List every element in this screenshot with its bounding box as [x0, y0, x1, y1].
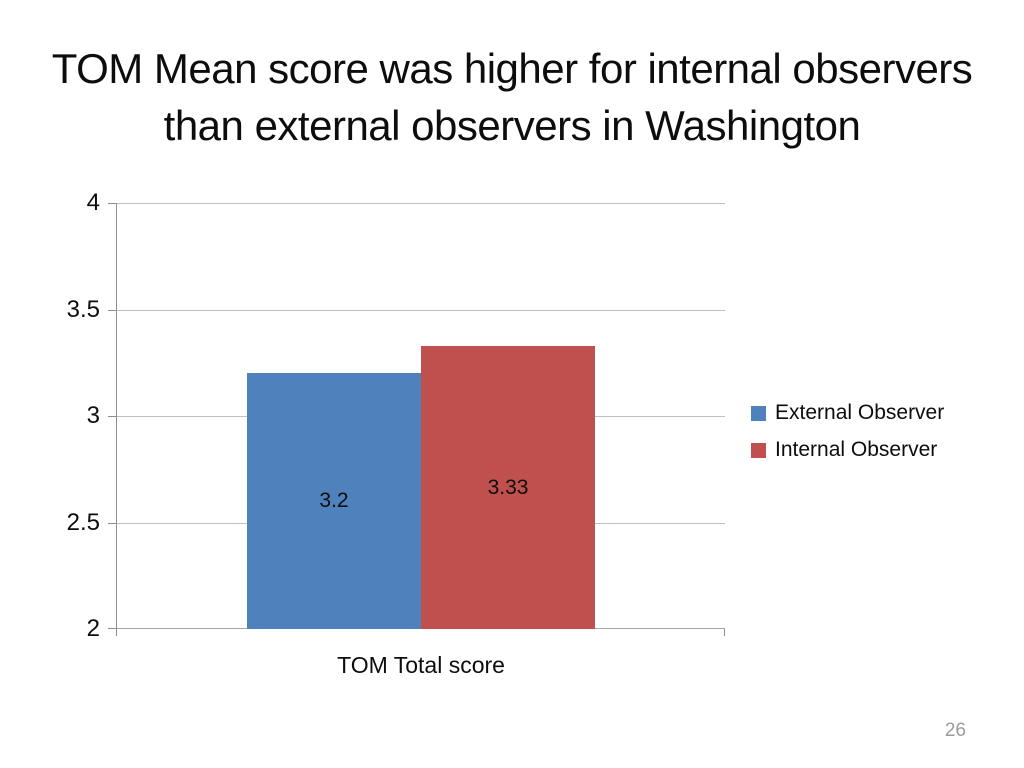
y-axis-tick-label-3: 3 [86, 402, 100, 429]
gridline-3.5 [117, 310, 725, 311]
gridline-4 [117, 203, 725, 204]
category-axis-end-tick [724, 629, 725, 636]
y-axis-tick-label-2: 2 [86, 615, 100, 642]
y-axis-tick-2.5 [108, 523, 117, 524]
y-axis-tick-label-4: 4 [86, 189, 100, 216]
bar-internal-observer [421, 346, 595, 629]
legend-label-internal-observer: Internal Observer [775, 438, 938, 461]
slide-title-line-1: TOM Mean score was higher for internal o… [51, 45, 973, 92]
y-axis-tick-2 [108, 628, 117, 629]
data-label-internal-observer: 3.33 [487, 476, 529, 499]
y-axis-tick-label-3.5: 3.5 [66, 296, 100, 323]
y-axis-tick-4 [108, 203, 117, 204]
y-axis-tick-3.5 [108, 310, 117, 311]
plot-area: 3.2 3.33 [108, 203, 725, 636]
chart-legend: External Observer Internal Observer [751, 398, 944, 465]
category-axis-label: TOM Total score [337, 652, 505, 678]
slide-title: TOM Mean score was higher for internal o… [0, 40, 1024, 154]
legend-item-internal-observer: Internal Observer [751, 435, 944, 465]
y-axis-tick-3 [108, 416, 117, 417]
legend-label-external-observer: External Observer [775, 401, 945, 424]
legend-swatch-internal-observer-icon [751, 442, 766, 458]
legend-item-external-observer: External Observer [751, 398, 944, 428]
slide-title-line-2: than external observers in Washington [163, 102, 861, 149]
page-number: 26 [944, 720, 966, 741]
bar-external-observer [247, 373, 421, 629]
y-axis-tick-label-2.5: 2.5 [66, 509, 100, 536]
y-axis-labels: 2 2.5 3 3.5 4 [0, 189, 100, 642]
data-label-external-observer: 3.2 [319, 489, 349, 512]
legend-swatch-external-observer-icon [751, 405, 766, 421]
y-axis-line [116, 203, 117, 636]
